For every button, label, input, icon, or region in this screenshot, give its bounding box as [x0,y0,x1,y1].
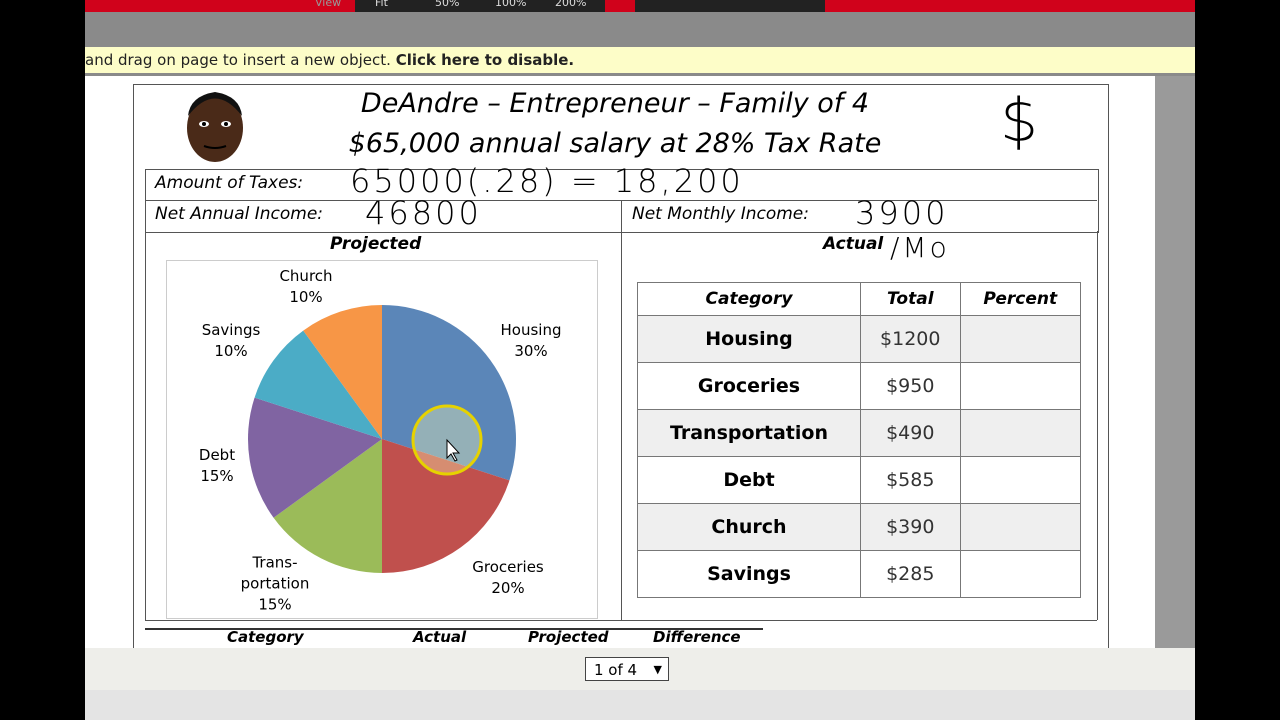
divider [1097,231,1098,620]
slice-value: 10% [214,342,248,360]
chart-frame [166,260,598,619]
slice-value: 30% [514,342,548,360]
zoom-option[interactable]: 50% [435,0,460,9]
divider [145,231,146,620]
pie-slice [382,305,516,481]
net-monthly-handwritten: 3900 [855,194,949,232]
net-annual-handwritten: 46800 [365,194,482,232]
pie-label: Groceries 20% [472,557,544,599]
slice-name: Debt [198,446,236,464]
view-label: View [315,0,342,9]
total-cell: $950 [860,362,961,410]
taxes-handwritten: 65000(.28) = 18,200 [350,162,744,200]
percent-cell [959,315,1082,363]
worksheet-border [133,84,1109,648]
percent-cell [959,362,1082,410]
category-cell: Housing [637,315,861,363]
subtitle: $65,000 annual salary at 28% Tax Rate [348,128,882,159]
total-cell: $390 [860,503,961,551]
banner-text: and drag on page to insert a new object. [85,51,391,69]
pie-label: Church 10% [279,266,332,308]
table-row: Church $390 [637,503,1082,551]
page: DeAndre – Entrepreneur – Family of 4 $65… [85,76,1155,648]
income-box [145,169,1099,233]
table-header: Category Total Percent [637,282,1082,316]
percent-cell [959,409,1082,457]
cursor-highlight [411,404,483,476]
pie-label: Trans- portation 15% [241,553,310,616]
pie-chart [248,305,516,573]
slice-name: Groceries [472,558,544,576]
slice-name: Savings [201,321,261,339]
table-row: Debt $585 [637,456,1082,504]
net-monthly-label: Net Monthly Income: [632,204,809,224]
dollar-sign: $ [1000,86,1042,156]
table-body: Housing $1200 Groceries $950 Transportation $… [637,315,1082,598]
slice-value: 15% [200,467,234,485]
actual-handwritten: /Mo [890,231,950,264]
percent-cell [959,456,1082,504]
total-cell: $585 [860,456,961,504]
percent-cell [959,503,1082,551]
pie-slice [248,397,382,518]
percent-cell [959,550,1082,598]
pie-slice [254,330,382,439]
page-label: 1 of 4 [594,661,638,679]
avatar [187,92,243,162]
table-row: Housing $1200 [637,315,1082,363]
pie-label: Housing 30% [501,320,562,362]
category-cell: Groceries [637,362,861,410]
column-header: Category [637,282,861,316]
table-row: Savings $285 [637,550,1082,598]
slice-value: 15% [258,595,292,614]
budget-table: Category Total Percent Housing $1200 Groceri… [637,282,1082,598]
slice-name: Trans- portation [240,553,310,593]
column-header: Percent [959,282,1082,316]
slice-value: 10% [289,288,323,306]
zoom-bar: View Fit 50% 100% 200% [315,0,605,12]
banner-link[interactable]: Click here to disable. [395,51,575,69]
total-cell: $285 [860,550,961,598]
projected-label: Projected [330,234,422,254]
net-annual-label: Net Annual Income: [155,204,324,224]
total-cell: $490 [860,409,961,457]
pie-slice [273,439,382,573]
scrollbar [1155,76,1195,648]
pager-bar: 1 of 4 ▼ [85,648,1195,690]
table-row: Transportation $490 [637,409,1082,457]
bottom-column-header: Projected [528,628,609,646]
bottom-column-header: Difference [653,628,741,646]
zoom-option[interactable]: Fit [375,0,388,9]
tools [635,0,825,12]
bottom-column-header: Actual [413,628,467,646]
title: DeAndre – Entrepreneur – Family of 4 [360,88,870,119]
divider [145,620,1097,621]
category-cell: Debt [637,456,861,504]
banner: and drag on page to insert a new object.… [85,47,1195,73]
toolbar: View Fit 50% 100% 200% [85,0,1195,12]
slice-name: Housing [500,321,562,339]
slice-value: 20% [491,579,525,597]
pie-label: Savings 10% [202,320,261,362]
taxes-label: Amount of Taxes: [155,173,304,193]
bottom-column-header: Category [227,628,304,646]
pie-slice [303,305,382,439]
actual-label: Actual [823,234,884,254]
total-cell: $1200 [860,315,961,363]
zoom-option[interactable]: 200% [555,0,587,9]
pie-label: Debt 15% [199,445,235,487]
page-select[interactable]: 1 of 4 ▼ [585,657,669,681]
table-row: Groceries $950 [637,362,1082,410]
divider [621,200,622,620]
category-cell: Transportation [637,409,861,457]
slice-name: Church [279,267,333,285]
pie-slice [382,439,510,573]
bottom-header: Category Actual Projected Difference [145,628,763,648]
zoom-option[interactable]: 100% [495,0,527,9]
column-header: Total [860,282,961,316]
category-cell: Church [637,503,861,551]
taskbar [85,690,1195,720]
category-cell: Savings [637,550,861,598]
